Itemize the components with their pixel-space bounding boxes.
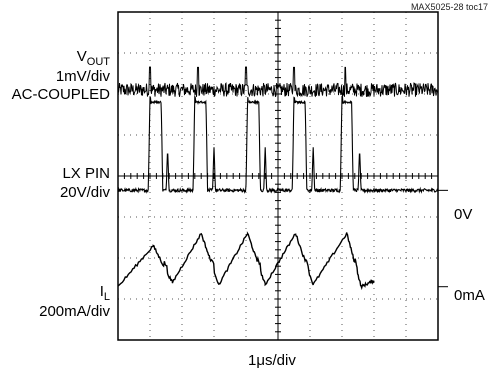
vout-label: VOUT xyxy=(77,48,110,71)
lx-pin-trace xyxy=(117,94,439,194)
il-subscript: L xyxy=(103,291,110,303)
il-trace xyxy=(117,231,375,291)
il-scale: 200mA/div xyxy=(39,303,110,320)
vout-scale: 1mV/div xyxy=(55,68,110,85)
lx-label: LX PIN xyxy=(62,165,110,182)
vout-symbol: V xyxy=(76,48,87,65)
lx-scale: 20V/div xyxy=(59,184,110,201)
figure-tag: MAX5025-28 toc17 xyxy=(410,2,488,12)
il-ground-marker: 0mA xyxy=(454,287,485,304)
scope-traces xyxy=(117,66,448,291)
vout-trace xyxy=(117,66,439,98)
il-symbol: I xyxy=(99,283,104,300)
vout-coupling: AC-COUPLED xyxy=(11,86,110,103)
vout-subscript: OUT xyxy=(86,56,110,68)
il-label: IL xyxy=(100,283,110,306)
plot-border xyxy=(117,11,439,341)
lx-ground-marker: 0V xyxy=(454,206,473,223)
x-axis-label: 1μs/div xyxy=(248,352,296,369)
scope-grid xyxy=(118,12,438,340)
